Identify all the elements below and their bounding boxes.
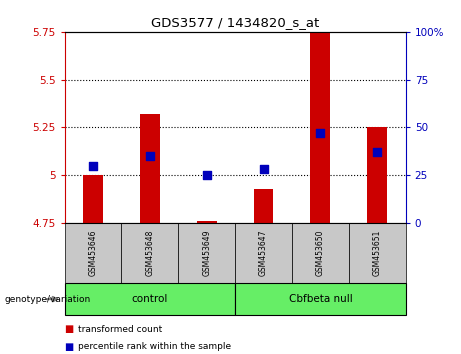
Text: genotype/variation: genotype/variation [5, 295, 91, 304]
Text: ■: ■ [65, 342, 74, 352]
Bar [65, 223, 121, 283]
Title: GDS3577 / 1434820_s_at: GDS3577 / 1434820_s_at [151, 16, 319, 29]
Text: GSM453646: GSM453646 [89, 230, 97, 276]
Point [260, 167, 267, 172]
Text: GSM453649: GSM453649 [202, 230, 211, 276]
Bar [178, 223, 235, 283]
Bar [140, 114, 160, 223]
Text: control: control [132, 294, 168, 304]
Text: GSM453651: GSM453651 [373, 230, 382, 276]
Bar [292, 223, 349, 283]
Bar [235, 283, 406, 315]
Bar [349, 223, 406, 283]
Bar [197, 221, 217, 223]
Point [317, 130, 324, 136]
Bar [83, 175, 103, 223]
Point [89, 163, 97, 169]
Bar [235, 223, 292, 283]
Text: GSM453647: GSM453647 [259, 230, 268, 276]
Text: GSM453648: GSM453648 [145, 230, 154, 276]
Text: GSM453650: GSM453650 [316, 230, 325, 276]
Bar [65, 283, 235, 315]
Text: Cbfbeta null: Cbfbeta null [289, 294, 352, 304]
Bar [254, 189, 273, 223]
Text: transformed count: transformed count [78, 325, 163, 334]
Bar [310, 32, 331, 223]
Point [203, 172, 210, 178]
Text: ■: ■ [65, 324, 74, 334]
Point [146, 153, 154, 159]
Text: percentile rank within the sample: percentile rank within the sample [78, 342, 231, 352]
Bar [367, 127, 387, 223]
Bar [121, 223, 178, 283]
Point [373, 149, 381, 155]
